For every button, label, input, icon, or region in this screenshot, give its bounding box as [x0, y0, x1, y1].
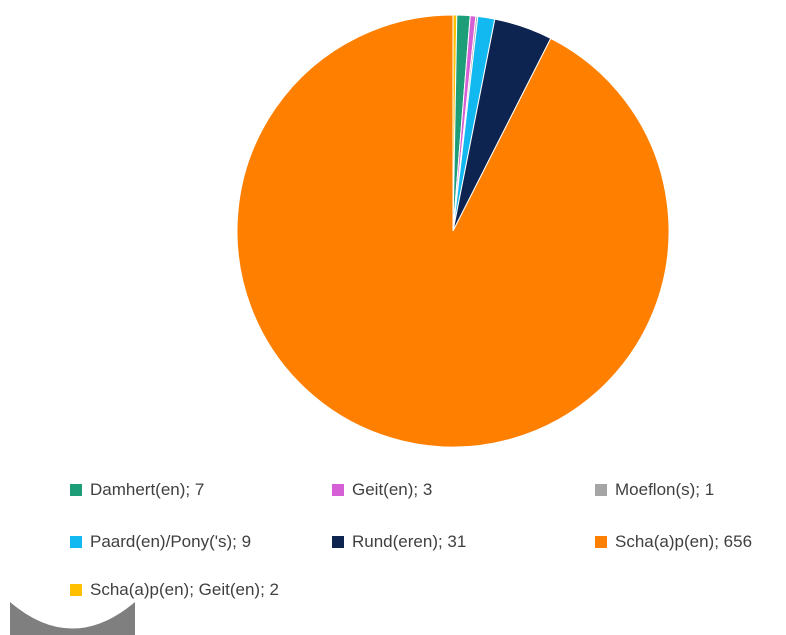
legend-swatch — [70, 536, 82, 548]
legend-entry-schaap: Scha(a)p(en); 656 — [595, 532, 752, 552]
legend-entry-paard: Paard(en)/Pony('s); 9 — [70, 532, 251, 552]
legend-label: Geit(en); 3 — [352, 480, 433, 499]
legend-swatch — [332, 484, 344, 496]
legend-label: Damhert(en); 7 — [90, 480, 205, 499]
legend-entry-rund: Rund(eren); 31 — [332, 532, 466, 552]
legend-entry-damhert: Damhert(en); 7 — [70, 480, 204, 500]
legend-label: Moeflon(s); 1 — [615, 480, 715, 499]
decorative-gray-shape — [10, 602, 135, 635]
legend-entry-geit: Geit(en); 3 — [332, 480, 432, 500]
legend-swatch — [595, 484, 607, 496]
legend-entry-moeflon: Moeflon(s); 1 — [595, 480, 714, 500]
pie-slice — [236, 14, 670, 448]
legend-swatch — [70, 484, 82, 496]
legend-swatch — [332, 536, 344, 548]
pie-chart — [236, 14, 670, 448]
legend-entry-schaap-geit: Scha(a)p(en); Geit(en); 2 — [70, 580, 279, 600]
legend-swatch — [595, 536, 607, 548]
legend-label: Scha(a)p(en); Geit(en); 2 — [90, 580, 279, 599]
legend-label: Paard(en)/Pony('s); 9 — [90, 532, 252, 551]
legend-swatch — [70, 584, 82, 596]
legend-label: Rund(eren); 31 — [352, 532, 467, 551]
legend-label: Scha(a)p(en); 656 — [615, 532, 753, 551]
